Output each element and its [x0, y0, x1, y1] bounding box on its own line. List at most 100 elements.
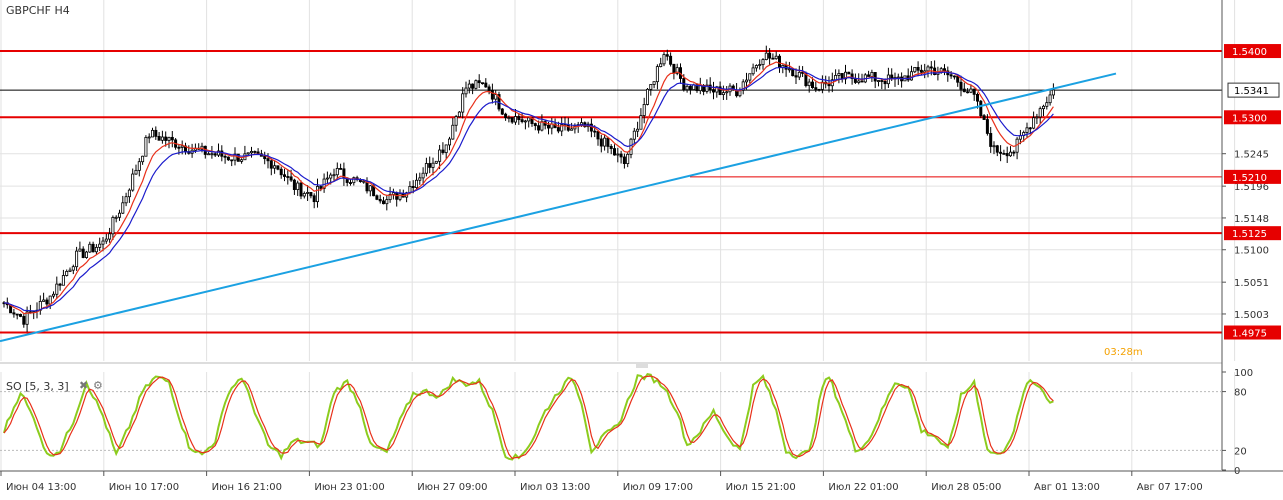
trendline-layer[interactable]	[0, 72, 1117, 343]
candle-body	[873, 72, 877, 82]
candle-body	[537, 125, 541, 131]
support-resistance-levels[interactable]	[0, 50, 1222, 334]
x-tick-label: Июн 10 17:00	[109, 482, 179, 493]
candle-body	[523, 120, 527, 123]
candle-body	[52, 293, 56, 297]
x-tick-label: Июл 22 01:00	[828, 482, 898, 493]
close-icon[interactable]: ✖	[79, 379, 89, 392]
candle-body	[94, 246, 98, 253]
candle-body	[45, 299, 49, 305]
x-tick-label: Июн 23 01:00	[314, 482, 384, 493]
candle-body	[22, 316, 26, 325]
candle-body	[108, 233, 112, 240]
candle-body	[652, 81, 656, 85]
candle-body	[1038, 108, 1042, 118]
candle-body	[441, 149, 445, 153]
candle-body	[411, 185, 415, 188]
candle-body	[754, 65, 758, 69]
candle-body	[127, 189, 131, 198]
so-main-line	[3, 372, 1054, 461]
candle-body	[619, 153, 623, 158]
candle-body	[547, 124, 551, 129]
candle-body	[794, 75, 798, 78]
candle-body	[969, 88, 973, 93]
candle-body	[81, 248, 85, 258]
candle-body	[471, 83, 475, 89]
candle-body	[210, 153, 214, 156]
candle-body	[490, 90, 494, 100]
candle-body	[104, 238, 108, 242]
candle-body	[520, 119, 524, 123]
candle-body	[956, 75, 960, 83]
candle-body	[269, 160, 273, 169]
candle-body	[665, 54, 669, 57]
candle-body	[461, 93, 465, 113]
candle-body	[58, 283, 62, 286]
x-tick-label: Авг 01 13:00	[1034, 482, 1100, 493]
candle-body	[246, 152, 250, 155]
candle-body	[870, 72, 874, 77]
candle-body	[157, 135, 161, 141]
so-tick-label: 100	[1234, 368, 1253, 379]
candle-body	[979, 100, 983, 117]
candle-body	[177, 146, 181, 149]
candle-body	[817, 88, 821, 91]
candle-body	[606, 137, 610, 147]
candle-body	[741, 81, 745, 91]
bar-timer: 03:28m	[1104, 347, 1143, 358]
time-axis: Июн 04 13:00 Июн 10 17:00 Июн 16 21:00 Июн …	[0, 470, 1283, 493]
candle-body	[263, 155, 267, 160]
x-tick-label: Июл 03 13:00	[520, 482, 590, 493]
candle-body	[431, 162, 435, 168]
candle-body	[837, 73, 841, 76]
candle-body	[61, 275, 65, 286]
trendline[interactable]	[0, 72, 1117, 343]
candle-body	[1042, 105, 1046, 110]
candle-body	[477, 80, 481, 84]
candle-body	[447, 138, 451, 146]
candle-body	[688, 85, 692, 90]
candle-body	[992, 145, 996, 148]
candle-body	[540, 121, 544, 131]
candle-body	[101, 240, 105, 245]
candle-body	[325, 177, 329, 180]
candle-body	[778, 55, 782, 68]
candle-body	[642, 104, 646, 116]
candle-body	[75, 250, 79, 268]
x-tick-label: Июл 09 17:00	[623, 482, 693, 493]
candle-body	[533, 123, 537, 127]
y-tick-label: 1.5196	[1234, 182, 1269, 193]
candle-body	[500, 108, 504, 115]
candle-body	[240, 159, 244, 162]
candle-body	[282, 174, 286, 177]
candle-body	[124, 196, 128, 204]
candle-body	[180, 145, 184, 148]
candle-body	[167, 136, 171, 141]
candle-body	[42, 299, 46, 302]
candle-body	[929, 66, 933, 69]
level-price-tag	[1224, 325, 1281, 340]
candle-body	[712, 89, 716, 93]
candle-body	[381, 200, 385, 205]
candle-body	[438, 149, 442, 162]
candle-body	[78, 248, 82, 252]
candle-body	[418, 177, 422, 181]
candle-body	[758, 64, 762, 66]
candle-body	[999, 151, 1003, 154]
candle-body	[718, 86, 722, 96]
candle-body	[989, 133, 993, 147]
candle-body	[1028, 127, 1032, 130]
candle-body	[319, 186, 323, 189]
indicator-label: SO [5, 3, 3]	[6, 380, 69, 393]
candle-body	[807, 81, 811, 87]
candle-body	[1032, 117, 1036, 129]
pane-resize-handle[interactable]	[636, 364, 648, 368]
x-tick-label: Авг 07 17:00	[1137, 482, 1203, 493]
candle-body	[725, 91, 729, 94]
candle-body	[748, 73, 752, 81]
y-tick-label: 1.5051	[1234, 278, 1269, 289]
level-price-tag	[1224, 44, 1281, 59]
gear-icon[interactable]: ⚙	[93, 379, 103, 392]
